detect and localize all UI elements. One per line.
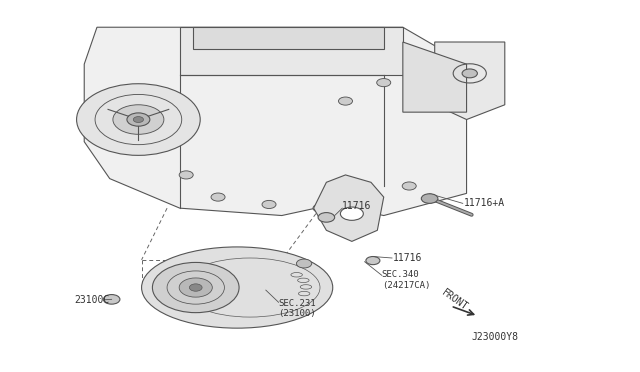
Text: 23100C: 23100C: [75, 295, 110, 305]
Circle shape: [421, 194, 438, 203]
Circle shape: [339, 97, 353, 105]
Text: SEC.231
(23100): SEC.231 (23100): [278, 299, 316, 318]
Circle shape: [296, 259, 312, 268]
Circle shape: [262, 201, 276, 209]
Text: 11716+A: 11716+A: [463, 198, 504, 208]
Circle shape: [358, 197, 372, 205]
Circle shape: [152, 262, 239, 312]
Circle shape: [377, 78, 391, 87]
Text: J23000Y8: J23000Y8: [472, 332, 518, 342]
Polygon shape: [435, 42, 505, 119]
Polygon shape: [314, 175, 384, 241]
Circle shape: [179, 278, 212, 297]
Circle shape: [133, 116, 143, 122]
Circle shape: [77, 84, 200, 155]
Text: FRONT: FRONT: [440, 288, 470, 313]
Circle shape: [179, 171, 193, 179]
Circle shape: [462, 69, 477, 78]
Circle shape: [318, 212, 335, 222]
Polygon shape: [193, 27, 384, 49]
Circle shape: [113, 105, 164, 134]
Polygon shape: [403, 42, 467, 112]
Polygon shape: [84, 27, 467, 215]
Circle shape: [189, 284, 202, 291]
Ellipse shape: [141, 247, 333, 328]
Circle shape: [313, 204, 327, 212]
Text: 11716: 11716: [394, 253, 422, 263]
Circle shape: [103, 295, 120, 304]
Circle shape: [402, 182, 416, 190]
Circle shape: [340, 207, 364, 220]
Circle shape: [366, 257, 380, 264]
Circle shape: [127, 113, 150, 126]
Text: 11716: 11716: [342, 201, 372, 211]
Text: SEC.340
(24217CA): SEC.340 (24217CA): [382, 270, 430, 290]
Polygon shape: [180, 27, 403, 75]
Circle shape: [211, 193, 225, 201]
